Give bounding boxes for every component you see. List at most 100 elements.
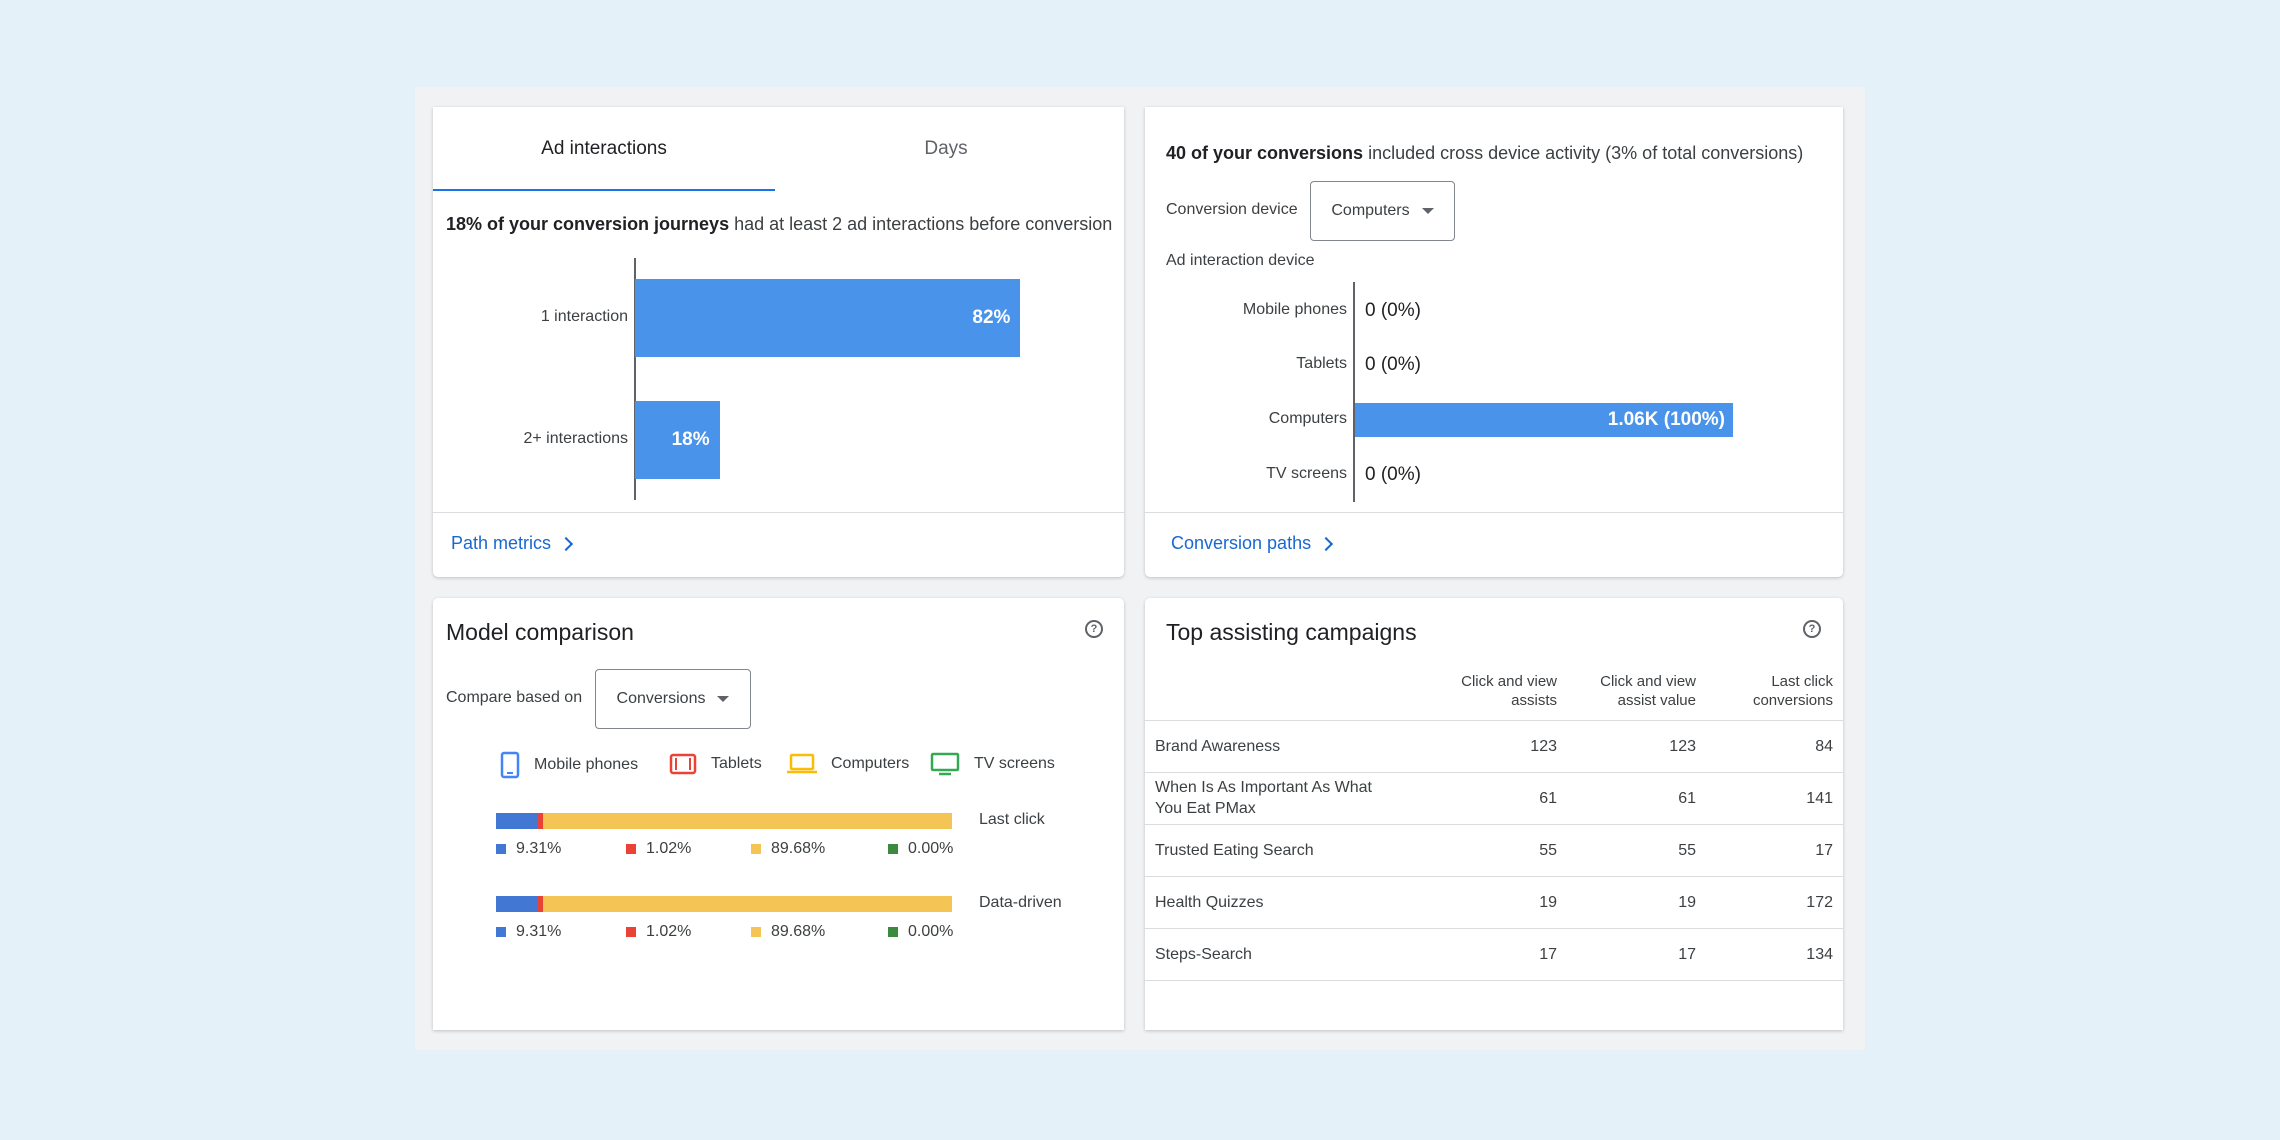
- tv-icon: [930, 752, 960, 776]
- table-row[interactable]: Trusted Eating Search 55 55 17: [1145, 823, 1843, 876]
- legend-tablets: Tablets: [669, 753, 762, 775]
- cross-device-card: 40 of your conversions included cross de…: [1145, 107, 1843, 577]
- help-icon[interactable]: ?: [1085, 620, 1103, 638]
- last-click-cell: 141: [1706, 771, 1843, 824]
- segment-mobile-phones: [496, 896, 539, 912]
- conversion-paths-link[interactable]: Conversion paths: [1171, 533, 1334, 554]
- category-label-1-interaction: 1 interaction: [540, 308, 628, 325]
- card-title: Top assisting campaigns: [1166, 619, 1417, 645]
- campaign-name-cell: Steps-Search: [1145, 927, 1428, 981]
- legend-computers: Computers: [787, 753, 909, 775]
- bar-2-interactions: [635, 401, 720, 479]
- tab-ad-interactions[interactable]: Ad interactions: [541, 138, 667, 159]
- campaigns-table: Click and view assists Click and view as…: [1145, 658, 1843, 981]
- conversion-paths-label: Conversion paths: [1171, 533, 1312, 553]
- conversion-device-dropdown[interactable]: Computers: [1310, 181, 1455, 241]
- table-row[interactable]: When Is As Important As What You Eat PMa…: [1145, 771, 1843, 824]
- category-label-last-click: Last click: [979, 811, 1045, 828]
- journeys-headline-rest: had at least 2 ad interactions before co…: [729, 214, 1113, 234]
- card-divider: [1145, 512, 1843, 513]
- legend-label: Computers: [831, 755, 910, 772]
- segment-computers: [543, 896, 952, 912]
- assist-value-cell: 19: [1567, 875, 1706, 928]
- chevron-right-icon: [1319, 536, 1334, 551]
- table-row[interactable]: Steps-Search 17 17 134: [1145, 927, 1843, 981]
- percent-value: 9.31%: [516, 840, 562, 857]
- percent-tv-screens: 0.00%: [888, 923, 953, 941]
- percent-value: 1.02%: [646, 840, 692, 857]
- compare-based-on-dropdown[interactable]: Conversions: [595, 669, 751, 729]
- percent-value: 1.02%: [646, 923, 692, 940]
- assists-cell: 19: [1428, 875, 1567, 928]
- percent-mobile-phones: 9.31%: [496, 923, 561, 941]
- path-metrics-link[interactable]: Path metrics: [451, 533, 574, 554]
- segment-computers: [543, 813, 952, 829]
- bar-value-label: 0 (0%): [1365, 464, 1421, 485]
- mobile-phone-icon: [500, 751, 520, 779]
- assists-cell: 17: [1428, 927, 1567, 981]
- interactions-axis: [634, 258, 636, 500]
- legend-mobile-phones: Mobile phones: [500, 751, 638, 779]
- card-divider: [433, 512, 1124, 513]
- percent-value: 89.68%: [771, 923, 826, 940]
- ad-interactions-card: Ad interactions Days 18% of your convers…: [433, 107, 1124, 577]
- column-header-last-click[interactable]: Last click conversions: [1752, 672, 1833, 709]
- bar-value-label: 0 (0%): [1365, 300, 1421, 321]
- column-header-assist-value[interactable]: Click and view assist value: [1600, 672, 1696, 709]
- bar-value-label: 82%: [972, 307, 1011, 328]
- last-click-cell: 84: [1706, 719, 1843, 772]
- laptop-icon: [787, 753, 817, 774]
- legend-label: Tablets: [711, 755, 762, 772]
- last-click-cell: 17: [1706, 823, 1843, 876]
- legend-swatch: [888, 927, 898, 937]
- compare-based-on-label: Compare based on: [446, 689, 583, 706]
- cross-device-headline-bold: 40 of your conversions: [1166, 143, 1364, 163]
- assist-value-cell: 17: [1567, 927, 1706, 981]
- bar-value-label: 0 (0%): [1365, 354, 1421, 375]
- legend-swatch: [496, 844, 506, 854]
- path-metrics-label: Path metrics: [451, 533, 552, 553]
- top-campaigns-card: Top assisting campaigns ? Click and view…: [1145, 598, 1843, 1030]
- campaign-name-cell: Trusted Eating Search: [1145, 823, 1428, 876]
- legend-swatch: [626, 844, 636, 854]
- chevron-right-icon: [558, 536, 574, 551]
- active-tab-indicator: [433, 189, 775, 191]
- campaign-name-cell: Health Quizzes: [1145, 875, 1428, 928]
- card-title: Model comparison: [446, 619, 634, 645]
- percent-tablets: 1.02%: [626, 923, 691, 941]
- table-row[interactable]: Health Quizzes 19 19 172: [1145, 875, 1843, 928]
- legend-label: Mobile phones: [534, 756, 639, 773]
- ad-interaction-device-label: Ad interaction device: [1166, 252, 1315, 269]
- table-row[interactable]: Brand Awareness 123 123 84: [1145, 719, 1843, 772]
- legend-swatch: [751, 927, 761, 937]
- last-click-cell: 172: [1706, 875, 1843, 928]
- bar-value-label: 18%: [671, 429, 710, 450]
- legend-tv-screens: TV screens: [930, 752, 1055, 776]
- tab-days[interactable]: Days: [924, 138, 968, 159]
- legend-swatch: [888, 844, 898, 854]
- percent-computers: 89.68%: [751, 923, 825, 941]
- help-icon[interactable]: ?: [1803, 620, 1821, 638]
- compare-based-on-value: Conversions: [616, 690, 706, 707]
- journeys-headline-bold: 18% of your conversion journeys: [446, 214, 730, 234]
- category-label-2-interactions: 2+ interactions: [523, 430, 628, 447]
- table-header-row: Click and view assists Click and view as…: [1145, 658, 1843, 720]
- campaign-name-cell: Brand Awareness: [1145, 719, 1428, 772]
- dropdown-caret-icon: [717, 696, 730, 702]
- category-label-mobile-phones: Mobile phones: [1242, 301, 1347, 318]
- last-click-cell: 134: [1706, 927, 1843, 981]
- journeys-headline: 18% of your conversion journeys had at l…: [446, 214, 1112, 235]
- percent-mobile-phones: 9.31%: [496, 840, 561, 858]
- legend-swatch: [626, 927, 636, 937]
- column-header-assists[interactable]: Click and view assists: [1461, 672, 1557, 709]
- category-label-data-driven: Data-driven: [979, 894, 1062, 911]
- category-label-computers: Computers: [1268, 410, 1347, 427]
- stacked-bar-data-driven: [496, 896, 952, 912]
- percent-value: 89.68%: [771, 840, 826, 857]
- segment-mobile-phones: [496, 813, 539, 829]
- percent-value: 0.00%: [908, 840, 954, 857]
- percent-computers: 89.68%: [751, 840, 825, 858]
- percent-tv-screens: 0.00%: [888, 840, 953, 858]
- assist-value-cell: 55: [1567, 823, 1706, 876]
- conversion-device-value: Computers: [1331, 202, 1410, 219]
